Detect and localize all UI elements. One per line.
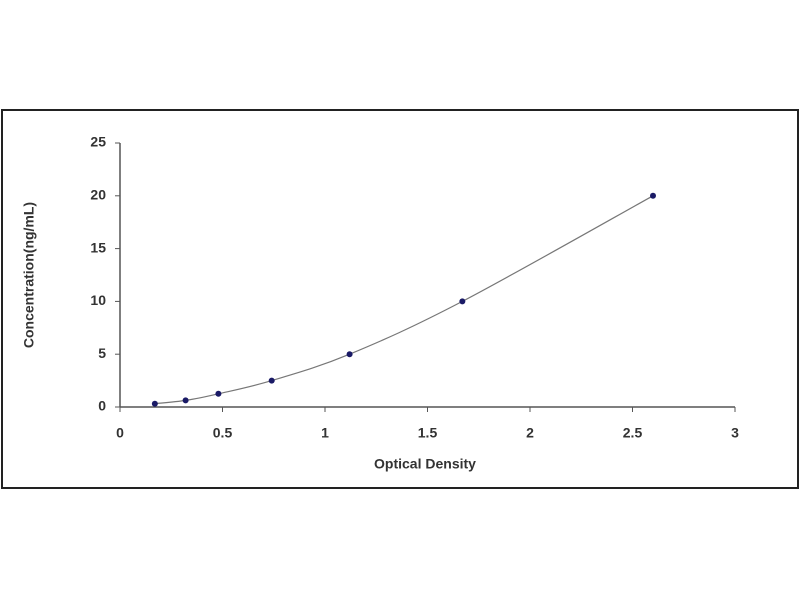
y-tick-label: 25: [90, 134, 106, 150]
y-tick-label: 15: [90, 239, 106, 255]
data-point: [459, 298, 466, 305]
data-point: [650, 192, 656, 199]
x-tick-label: 0.5: [213, 425, 233, 441]
data-point: [268, 377, 275, 384]
y-tick-label: 0: [98, 398, 106, 414]
data-point: [346, 351, 353, 358]
data-point: [151, 400, 158, 407]
x-axis-label: Optical Density: [374, 456, 476, 472]
x-tick-label: 1.5: [418, 425, 438, 441]
y-tick-label: 20: [90, 187, 106, 203]
chart-frame: [1, 109, 799, 489]
data-point: [215, 390, 222, 397]
x-tick-label: 2.5: [623, 425, 643, 441]
data-point: [182, 397, 189, 404]
y-tick-label: 10: [90, 292, 106, 308]
fit-curve: [154, 195, 654, 405]
x-tick-label: 0: [116, 425, 124, 441]
y-tick-label: 5: [98, 345, 106, 361]
y-axis-label: Concentration(ng/mL): [21, 202, 37, 348]
x-tick-label: 2: [526, 425, 534, 441]
x-tick-label: 1: [321, 425, 329, 441]
x-tick-label: 3: [731, 425, 739, 441]
